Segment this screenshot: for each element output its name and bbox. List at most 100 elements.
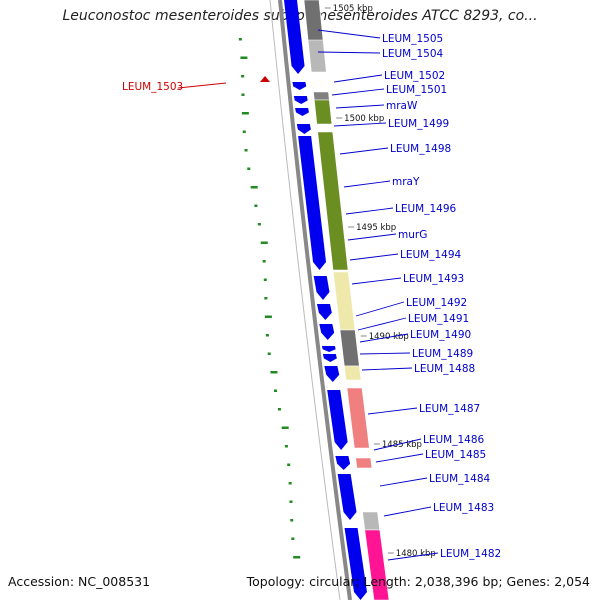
gc-dash [238,38,242,41]
cog-feature-block[interactable] [332,271,356,331]
gene-label-connector [331,88,385,96]
gene-label-connector [333,122,387,127]
gene-label-connector [333,74,383,83]
tick-label: 1485 kbp [382,440,422,450]
tick-label: 1480 kbp [396,549,436,559]
tick-label: 1505 kbp [333,4,373,14]
gene-label[interactable]: LEUM_1483 [433,502,494,514]
gc-dash [289,500,293,503]
gene-label[interactable]: LEUM_1493 [403,273,464,285]
cog-feature-block[interactable] [313,99,333,125]
cog-feature-block[interactable] [303,0,324,41]
gene-label[interactable]: LEUM_1505 [382,33,443,45]
forward-gene-arrow[interactable] [295,108,309,116]
gc-dash [263,278,267,281]
gene-label[interactable]: LEUM_1490 [410,329,471,341]
gc-dash [244,149,248,152]
tick-label: 1500 kbp [344,114,384,124]
cog-feature-block[interactable] [313,91,330,101]
gene-label[interactable]: LEUM_1499 [388,118,449,130]
gene-label-connector [367,407,418,415]
gc-dash [270,371,278,374]
forward-gene-arrow[interactable] [296,124,311,134]
forward-gene-arrow[interactable] [319,324,335,340]
forward-gene-arrow[interactable] [322,354,337,362]
forward-gene-arrow[interactable] [335,456,351,470]
gene-label-connector [357,317,407,331]
cog-feature-block[interactable] [317,131,349,271]
gc-dash [247,167,251,170]
gene-label-connector [375,453,424,463]
cog-feature-block[interactable] [343,365,362,381]
gc-dash [254,204,258,207]
forward-gene-arrow[interactable] [316,304,332,320]
gc-dash [240,56,248,59]
tick-label: 1495 kbp [356,223,396,233]
gc-dash [241,75,245,78]
cog-feature-block[interactable] [339,329,360,367]
gene-label[interactable]: LEUM_1491 [408,313,469,325]
gene-label[interactable]: LEUM_1492 [406,297,467,309]
forward-gene-arrow[interactable] [321,346,336,352]
gene-label[interactable]: mraW [386,100,418,112]
backbone-inner [269,0,341,600]
gene-label-connector [379,477,428,487]
gene-label-connector [383,506,432,517]
gene-label[interactable]: LEUM_1501 [386,84,447,96]
gene-label[interactable]: LEUM_1486 [423,434,485,446]
gene-label-connector [317,51,381,54]
cog-feature-block[interactable] [364,529,390,600]
highlight-marker[interactable] [260,76,270,82]
gene-label-connector [355,301,405,317]
cog-feature-block[interactable] [346,387,370,449]
gc-dash [277,408,281,411]
gc-dash [262,260,266,263]
gc-dash [250,186,258,189]
gene-label-connector [343,180,391,188]
gene-label[interactable]: mraY [392,176,420,188]
gene-label-connector [339,147,389,155]
backbone-line [278,0,352,600]
gene-label[interactable]: LEUM_1485 [425,449,486,461]
gc-dash [264,297,268,300]
gene-label[interactable]: LEUM_1494 [400,249,462,261]
forward-gene-arrow[interactable] [313,276,330,300]
forward-gene-arrow[interactable] [298,136,327,270]
gc-dash [241,112,249,115]
gene-label[interactable]: LEUM_1496 [395,203,457,215]
forward-gene-arrow[interactable] [292,82,307,90]
gene-label[interactable]: LEUM_1488 [414,363,475,375]
forward-gene-arrow[interactable] [284,0,305,74]
gc-dash [284,445,288,448]
gene-label[interactable]: LEUM_1502 [384,70,445,82]
forward-gene-arrow[interactable] [327,390,348,450]
cog-feature-block[interactable] [362,511,381,531]
gene-label-connector [347,233,397,241]
gene-label-connector [345,207,394,215]
gc-dash [293,556,301,559]
gene-label[interactable]: murG [398,229,427,241]
genome-stats-text: Topology: circular; Length: 2,038,396 bp… [246,574,590,589]
gene-label[interactable]: LEUM_1504 [382,48,444,60]
gene-label[interactable]: LEUM_1487 [419,403,480,415]
gene-label[interactable]: LEUM_1489 [412,348,473,360]
highlighted-gene-label[interactable]: LEUM_1503 [122,81,183,93]
forward-gene-arrow[interactable] [344,528,367,600]
gene-label[interactable]: LEUM_1484 [429,473,491,485]
cog-feature-block[interactable] [355,457,373,469]
gene-labels[interactable]: LEUM_1505 LEUM_1504 LEUM_1502 LEUM_1501 mraW… [122,29,501,561]
accession-text: Accession: NC_008531 [8,574,151,589]
gene-label-connector [373,438,422,451]
forward-gene-arrow[interactable] [324,366,340,382]
gc-dash [241,93,245,96]
gene-label-connector [317,29,381,39]
forward-gene-arrow[interactable] [337,474,357,520]
gc-dash [257,223,261,226]
forward-gene-arrow[interactable] [293,96,308,104]
cog-feature-track [303,0,390,600]
gc-dash [264,315,272,318]
gc-dash [267,352,271,355]
gene-label[interactable]: LEUM_1482 [440,548,501,560]
gene-label[interactable]: LEUM_1498 [390,143,451,155]
